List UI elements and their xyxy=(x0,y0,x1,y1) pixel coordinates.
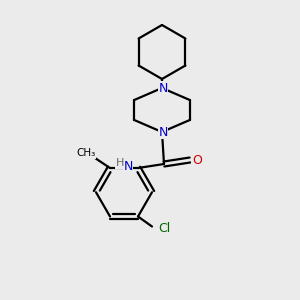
Text: N: N xyxy=(123,160,133,172)
Text: N: N xyxy=(158,125,168,139)
Text: N: N xyxy=(158,82,168,94)
Text: H: H xyxy=(116,158,124,168)
Text: CH₃: CH₃ xyxy=(76,148,96,158)
Text: O: O xyxy=(192,154,202,166)
Text: Cl: Cl xyxy=(158,222,170,235)
